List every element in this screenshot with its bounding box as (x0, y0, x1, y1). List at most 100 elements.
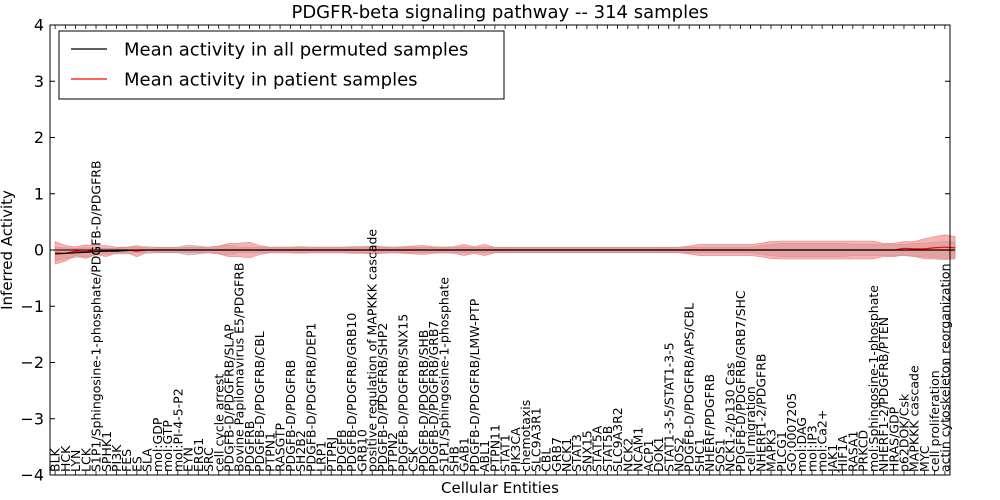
category-label: HRAS/GDP (886, 406, 901, 472)
category-label: PDGFB-D/PDGFRB/SLAP (221, 324, 236, 472)
y-tick-label: 4 (34, 16, 44, 35)
category-label: SH2B2 (293, 430, 308, 472)
category-label: PDGFB-D/PDGFRB/CBL (252, 331, 267, 472)
category-label: STAT3 (569, 434, 584, 472)
y-tick-label: 1 (34, 184, 44, 203)
x-axis-label: Cellular Entities (441, 479, 559, 497)
category-label: DOK1 (651, 436, 666, 472)
category-label: PDGFB-D/PDGFRB/SHP2 (375, 323, 390, 472)
category-label: HCK (58, 445, 73, 472)
category-label: PTPN1 (262, 432, 277, 472)
y-tick-label: 2 (34, 128, 44, 147)
category-label: NHERF/PDGFRB (702, 374, 717, 472)
category-label: mol:Ca2+ (815, 410, 830, 472)
category-label: SLC9A3R1 (528, 407, 543, 472)
category-label: S1P1/Sphingosine-1-phosphate/PDGFB-D/PDG… (89, 160, 104, 472)
category-label: JAK1 (825, 444, 840, 473)
category-label: LRP1 (314, 441, 329, 472)
category-label: SPHK1 (99, 431, 114, 472)
category-label: mol:GDP (150, 417, 165, 472)
category-label: SLC9A3R2 (610, 407, 625, 472)
category-label: PDGFB-D/PDGFRB/GRB7 (426, 321, 441, 472)
category-label: mol:PI-4-5-P2 (170, 388, 185, 472)
legend: Mean activity in all permuted samples Mea… (58, 30, 505, 100)
category-label: ABL1 (477, 440, 492, 472)
category-label: cell migration (743, 386, 758, 472)
category-label: CBL (539, 448, 554, 472)
category-label: NHERF1-2/PDGFRB (753, 354, 768, 472)
category-label: ACP1 (641, 439, 656, 472)
category-label: LCK (78, 447, 93, 472)
category-label: p62DOK/Csk (896, 393, 911, 472)
category-label: PDGFB-D/PDGFRB/SNX15 (395, 314, 410, 472)
category-label: PTPN2 (385, 432, 400, 472)
y-tick-label: −4 (20, 466, 44, 485)
category-label: SLA (140, 448, 155, 472)
category-labels: BLKHCKLYNLCKS1P1/Sphingosine-1-phosphate… (48, 160, 953, 473)
category-label: GRB7 (549, 437, 564, 472)
category-label: PI3K (109, 444, 124, 472)
category-label: SNX15 (579, 430, 594, 472)
category-label: GAB1 (457, 437, 472, 472)
category-label: NOS2 (671, 437, 686, 472)
category-label: SOS1 (712, 438, 727, 472)
category-label: LYN (68, 450, 83, 472)
category-label: mol:Sphingosine-1-phosphate (866, 285, 881, 472)
category-label: chemotaxis (518, 400, 533, 472)
category-label: PDGFRB (242, 421, 257, 472)
category-label: S1P1/Sphingosine-1-phosphate (436, 277, 451, 472)
category-label: NCK2 (620, 438, 635, 472)
category-label: actin cytoskeleton reorganization (937, 263, 952, 472)
category-label: RASGTP (273, 422, 288, 472)
category-label: EYN (181, 447, 196, 472)
category-label: PTPRJ (324, 437, 339, 472)
category-label: CSK (406, 446, 421, 472)
axes: 4 3 2 1 0 −1 −2 −3 −4 (20, 16, 951, 485)
category-label: GO:0007205 (784, 393, 799, 472)
category-label: Bovine Papilomavirus E5/PDGFRB (232, 263, 247, 472)
category-label: PDGFB-D/PDGFRB/LMW-PTP (467, 298, 482, 472)
category-label: MYC (917, 445, 932, 472)
y-tick-label: −3 (20, 409, 44, 428)
category-label: SHB (446, 446, 461, 472)
category-label: NHERF1-2/PDGFRB/PTEN (876, 317, 891, 472)
category-label: STAT5B (600, 426, 615, 472)
category-label: PRKCD (856, 430, 871, 472)
category-label: cell cycle arrest (211, 374, 226, 472)
category-label: PDGFB-D/PDGFRB/APS/CBL (682, 303, 697, 472)
category-label: PTPN11 (487, 424, 502, 472)
category-label: mol:IP3 (804, 425, 819, 472)
category-label: positive regulation of MAPKKK cascade (365, 229, 380, 472)
category-label: cell proliferation (927, 370, 942, 472)
category-label: FES (119, 449, 134, 472)
category-label: NCK1 (559, 438, 574, 472)
category-label: RASA1 (845, 431, 860, 472)
category-label: STAT5A (590, 425, 605, 472)
category-label: BLK (48, 447, 63, 472)
category-label: PDGFB-D/PDGFRB/GRB10 (344, 313, 359, 472)
y-tick-label: −1 (20, 297, 44, 316)
category-label: PLCG1 (774, 431, 789, 472)
y-tick-label: −2 (20, 353, 44, 372)
category-label: STAT1-3-5/STAT1-3-5 (661, 342, 676, 472)
category-label: GRB10 (354, 429, 369, 472)
legend-label-patient: Mean activity in patient samples (124, 70, 418, 91)
category-label: PDGFB-D/PDGFRB/GRB7/SHC (733, 290, 748, 472)
category-label: PDGFB-D/PDGFRB (283, 360, 298, 472)
category-label: NCK1-2/p130 Cas (723, 362, 738, 472)
chart-title: PDGFR-beta signaling pathway -- 314 samp… (291, 2, 708, 23)
category-label: mol:DAG (794, 417, 809, 472)
category-label: STAT1 (498, 434, 513, 472)
category-label: SHC1 (692, 438, 707, 472)
category-label: PDGFB (334, 429, 349, 472)
category-label: NCAM1 (631, 427, 646, 472)
y-tick-label: 0 (34, 241, 44, 260)
category-label: HIF1A (835, 435, 850, 472)
category-label: PDGFB-D/PDGFRB/DEP1 (303, 323, 318, 473)
y-tick-label: 3 (34, 72, 44, 91)
category-label: MAPK3 (764, 429, 779, 472)
category-label: SRC (201, 447, 216, 472)
category-label: MAPKKK cascade (907, 365, 922, 472)
category-label: ES (129, 456, 144, 472)
